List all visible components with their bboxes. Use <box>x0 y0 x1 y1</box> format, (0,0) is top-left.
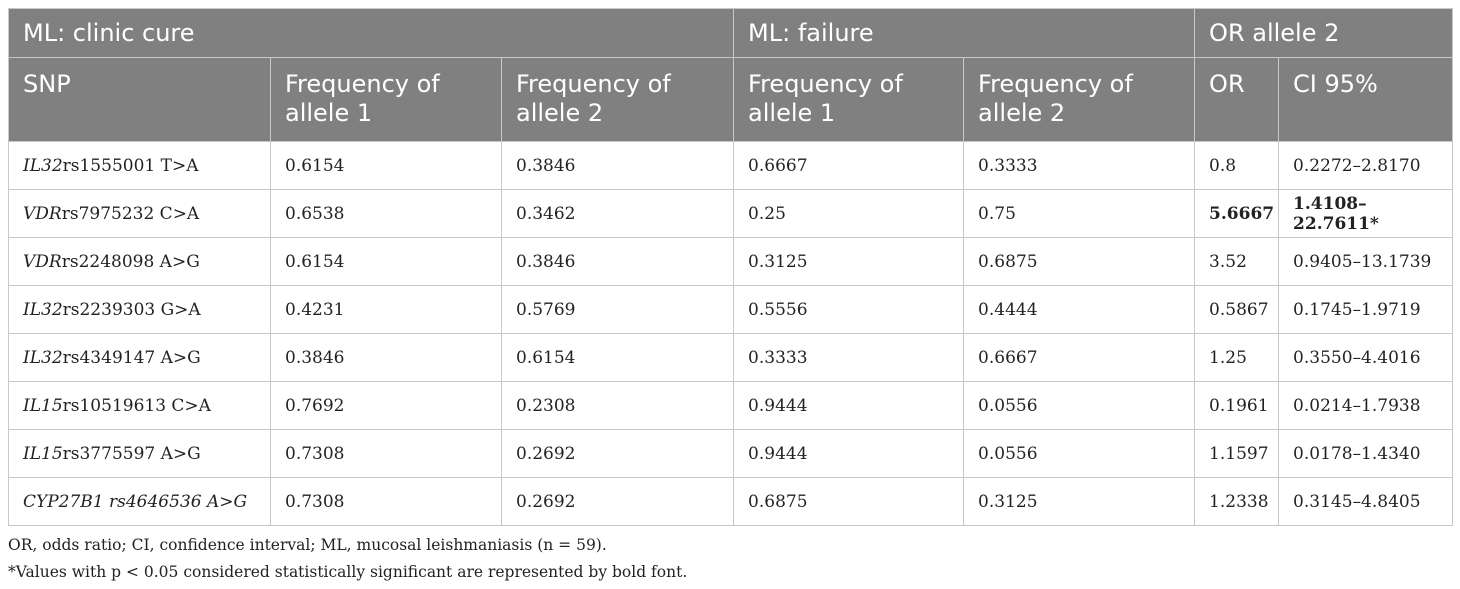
snp-id: rs10519613 C>A <box>62 395 211 416</box>
table-row: IL32rs2239303 G>A 0.4231 0.5769 0.5556 0.444… <box>8 285 1454 334</box>
cell-snp: IL15rs3775597 A>G <box>8 429 271 478</box>
gene-name: IL15 <box>23 395 63 416</box>
snp-table-container: ML: clinic cure ML: failure OR allele 2 … <box>7 8 1454 526</box>
table-row: IL15rs10519613 C>A 0.7692 0.2308 0.9444 0.05… <box>8 381 1454 430</box>
cell-cure-allele1: 0.6154 <box>270 141 502 190</box>
cell-cure-allele1: 0.7308 <box>270 477 502 526</box>
cell-failure-allele1: 0.3125 <box>733 237 965 286</box>
snp-id: rs3775597 A>G <box>62 443 201 464</box>
table-row: VDRrs7975232 C>A 0.6538 0.3462 0.25 0.75 5.66… <box>8 189 1454 238</box>
cell-failure-allele1: 0.9444 <box>733 381 965 430</box>
cell-cure-allele2: 0.6154 <box>500 333 735 382</box>
column-header-row: SNP Frequency of allele 1 Frequency of a… <box>8 57 1454 142</box>
column-header-snp: SNP <box>8 57 271 142</box>
cell-cure-allele2: 0.2308 <box>500 381 735 430</box>
cell-cure-allele1: 0.6538 <box>270 189 502 238</box>
table-footnotes: OR, odds ratio; CI, confidence interval;… <box>8 532 687 586</box>
cell-snp: VDRrs2248098 A>G <box>8 237 271 286</box>
group-header-row: ML: clinic cure ML: failure OR allele 2 <box>7 8 1454 58</box>
cell-cure-allele1: 0.6154 <box>270 237 502 286</box>
column-header-failure-allele1: Frequency of allele 1 <box>733 57 965 142</box>
gene-name: IL32 <box>23 347 63 368</box>
column-header-ci95: CI 95% <box>1278 57 1454 142</box>
cell-cure-allele1: 0.7308 <box>270 429 502 478</box>
column-header-or: OR <box>1194 57 1280 142</box>
cell-failure-allele1: 0.5556 <box>733 285 965 334</box>
cell-snp: CYP27B1 rs4646536 A>G <box>8 477 271 526</box>
cell-snp: IL32rs4349147 A>G <box>8 333 271 382</box>
cell-cure-allele2: 0.2692 <box>500 477 735 526</box>
cell-failure-allele2: 0.6667 <box>963 333 1196 382</box>
table-row: VDRrs2248098 A>G 0.6154 0.3846 0.3125 0.6875… <box>8 237 1454 286</box>
gene-name: VDR <box>23 203 62 224</box>
cell-or: 1.2338 <box>1194 477 1280 526</box>
cell-ci95: 1.4108–22.7611* <box>1278 189 1454 238</box>
snp-id: rs4349147 A>G <box>62 347 201 368</box>
gene-name: IL32 <box>23 299 63 320</box>
gene-name: IL32 <box>23 155 63 176</box>
cell-failure-allele2: 0.4444 <box>963 285 1196 334</box>
cell-snp: VDRrs7975232 C>A <box>8 189 271 238</box>
footnote-abbreviations: OR, odds ratio; CI, confidence interval;… <box>8 536 607 554</box>
cell-failure-allele1: 0.3333 <box>733 333 965 382</box>
table-row: IL15rs3775597 A>G 0.7308 0.2692 0.9444 0.055… <box>8 429 1454 478</box>
snp-id: rs2239303 G>A <box>62 299 201 320</box>
cell-ci95: 0.3550–4.4016 <box>1278 333 1454 382</box>
cell-ci95: 0.0214–1.7938 <box>1278 381 1454 430</box>
table-row: IL32rs1555001 T>A 0.6154 0.3846 0.6667 0.333… <box>8 141 1454 190</box>
gene-name: IL15 <box>23 443 63 464</box>
snp-id: rs2248098 A>G <box>61 251 200 272</box>
snp-id: rs1555001 T>A <box>62 155 199 176</box>
cell-ci95: 0.9405–13.1739 <box>1278 237 1454 286</box>
table-row: IL32rs4349147 A>G 0.3846 0.6154 0.3333 0.666… <box>8 333 1454 382</box>
cell-cure-allele1: 0.3846 <box>270 333 502 382</box>
cell-cure-allele1: 0.4231 <box>270 285 502 334</box>
group-header-clinic-cure: ML: clinic cure <box>7 8 735 58</box>
gene-name: VDR <box>23 251 62 272</box>
cell-or: 0.5867 <box>1194 285 1280 334</box>
column-header-failure-allele2: Frequency of allele 2 <box>963 57 1196 142</box>
table-row: CYP27B1 rs4646536 A>G 0.7308 0.2692 0.6875 0… <box>8 477 1454 526</box>
cell-failure-allele2: 0.6875 <box>963 237 1196 286</box>
cell-cure-allele2: 0.3462 <box>500 189 735 238</box>
cell-failure-allele2: 0.0556 <box>963 429 1196 478</box>
column-header-cure-allele2: Frequency of allele 2 <box>500 57 735 142</box>
cell-failure-allele1: 0.6667 <box>733 141 965 190</box>
cell-snp: IL32rs2239303 G>A <box>8 285 271 334</box>
cell-failure-allele2: 0.3333 <box>963 141 1196 190</box>
cell-or: 3.52 <box>1194 237 1280 286</box>
cell-failure-allele1: 0.9444 <box>733 429 965 478</box>
cell-cure-allele2: 0.2692 <box>500 429 735 478</box>
cell-or: 0.8 <box>1194 141 1280 190</box>
cell-or: 0.1961 <box>1194 381 1280 430</box>
cell-ci95: 0.3145–4.8405 <box>1278 477 1454 526</box>
cell-ci95: 0.2272–2.8170 <box>1278 141 1454 190</box>
cell-cure-allele1: 0.7692 <box>270 381 502 430</box>
cell-failure-allele2: 0.3125 <box>963 477 1196 526</box>
gene-name: CYP27B1 rs4646536 A>G <box>23 491 248 512</box>
cell-failure-allele1: 0.25 <box>733 189 965 238</box>
cell-ci95: 0.0178–1.4340 <box>1278 429 1454 478</box>
column-header-cure-allele1: Frequency of allele 1 <box>270 57 502 142</box>
group-header-or-allele-2: OR allele 2 <box>1194 8 1454 58</box>
cell-ci95: 0.1745–1.9719 <box>1278 285 1454 334</box>
cell-or: 5.6667 <box>1194 189 1280 238</box>
cell-failure-allele2: 0.0556 <box>963 381 1196 430</box>
cell-or: 1.25 <box>1194 333 1280 382</box>
snp-id: rs7975232 C>A <box>61 203 200 224</box>
snp-association-table: ML: clinic cure ML: failure OR allele 2 … <box>7 8 1454 526</box>
cell-snp: IL32rs1555001 T>A <box>8 141 271 190</box>
cell-snp: IL15rs10519613 C>A <box>8 381 271 430</box>
cell-cure-allele2: 0.3846 <box>500 237 735 286</box>
cell-cure-allele2: 0.3846 <box>500 141 735 190</box>
cell-or: 1.1597 <box>1194 429 1280 478</box>
footnote-significance: *Values with p < 0.05 considered statist… <box>8 563 688 581</box>
cell-failure-allele2: 0.75 <box>963 189 1196 238</box>
cell-failure-allele1: 0.6875 <box>733 477 965 526</box>
table-body: IL32rs1555001 T>A 0.6154 0.3846 0.6667 0.333… <box>8 141 1454 526</box>
group-header-failure: ML: failure <box>733 8 1196 58</box>
cell-cure-allele2: 0.5769 <box>500 285 735 334</box>
